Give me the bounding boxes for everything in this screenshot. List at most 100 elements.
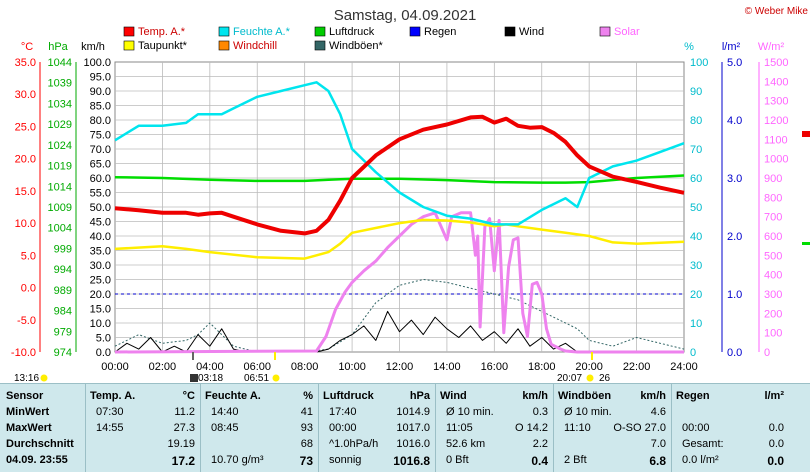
cell-label: 00:00 bbox=[682, 422, 710, 434]
cell-value: 17.2 bbox=[171, 454, 195, 468]
cell-label: ^1.0hPa/h bbox=[329, 438, 379, 450]
column-header: Wind bbox=[440, 390, 467, 402]
temp-tick-label: 0.0 bbox=[21, 283, 36, 295]
cell-value: 0.4 bbox=[531, 454, 548, 468]
temp-tick-label: -10.0 bbox=[11, 347, 36, 359]
legend-swatch bbox=[409, 26, 421, 37]
column-divider bbox=[85, 384, 86, 472]
solar-tick-label: 800 bbox=[764, 192, 782, 204]
cell-label: 14:55 bbox=[96, 422, 124, 434]
chart-title: Samstag, 04.09.2021 bbox=[334, 7, 477, 24]
rain-tick-label: 2.0 bbox=[727, 231, 742, 243]
cell-label: Gesamt: bbox=[682, 438, 724, 450]
wind-tick-label: 55.0 bbox=[90, 188, 111, 200]
row-label: Durchschnitt bbox=[6, 438, 74, 450]
humidity-tick-label: 20 bbox=[690, 289, 702, 301]
column-header: Luftdruck bbox=[323, 390, 374, 402]
pressure-tick-label: 1019 bbox=[48, 161, 72, 173]
axis-unit-label: hPa bbox=[48, 41, 68, 53]
temp-tick-label: 5.0 bbox=[21, 250, 36, 262]
cell-label: 08:45 bbox=[211, 422, 239, 434]
column-divider bbox=[200, 384, 201, 472]
solar-tick-label: 1500 bbox=[764, 57, 788, 69]
legend-swatch bbox=[123, 40, 135, 51]
wind-tick-label: 85.0 bbox=[90, 101, 111, 113]
pressure-tick-label: 974 bbox=[54, 347, 72, 359]
humidity-tick-label: 0 bbox=[690, 347, 696, 359]
x-tick-label: 10:00 bbox=[338, 361, 366, 373]
axis-unit-label: km/h bbox=[81, 41, 105, 53]
column-unit: km/h bbox=[522, 390, 548, 402]
cell-label: Ø 10 min. bbox=[564, 406, 612, 418]
cell-value: 7.0 bbox=[650, 438, 666, 450]
copyright-label: © Weber Mike bbox=[745, 6, 809, 17]
wind-tick-label: 80.0 bbox=[90, 115, 111, 127]
pressure-tick-label: 979 bbox=[54, 326, 72, 338]
cell-label: 52.6 km bbox=[446, 438, 486, 450]
column-divider bbox=[671, 384, 672, 472]
series-line bbox=[114, 279, 685, 353]
cell-label: 11:05 bbox=[446, 422, 473, 434]
wind-tick-label: 50.0 bbox=[90, 202, 111, 214]
wind-tick-label: 90.0 bbox=[90, 86, 111, 98]
cell-value: 27.3 bbox=[173, 422, 195, 434]
legend-label: Feuchte A.* bbox=[233, 26, 291, 38]
wind-tick-label: 70.0 bbox=[90, 144, 111, 156]
x-tick-label: 22:00 bbox=[623, 361, 651, 373]
wind-tick-label: 25.0 bbox=[90, 275, 111, 287]
pressure-tick-label: 1004 bbox=[48, 223, 72, 235]
x-tick-label: 20:00 bbox=[575, 361, 603, 373]
x-tick-label: 14:00 bbox=[433, 361, 461, 373]
sunset-label: 20:07 bbox=[557, 373, 582, 383]
wind-tick-label: 75.0 bbox=[90, 130, 111, 142]
legend-swatch bbox=[314, 26, 326, 37]
pressure-tick-label: 1024 bbox=[48, 140, 72, 152]
cell-value: 0.3 bbox=[532, 406, 548, 418]
solar-tick-label: 300 bbox=[764, 289, 782, 301]
wind-tick-label: 40.0 bbox=[90, 231, 111, 243]
solar-tick-label: 1000 bbox=[764, 154, 788, 166]
x-tick-label: 08:00 bbox=[291, 361, 319, 373]
cell-value: O-SO 27.0 bbox=[613, 422, 666, 434]
column-unit: °C bbox=[182, 390, 195, 402]
pressure-tick-label: 999 bbox=[54, 243, 72, 255]
series-line bbox=[114, 218, 685, 260]
pressure-tick-label: 1009 bbox=[48, 202, 72, 214]
column-header: Windböen bbox=[558, 390, 612, 402]
x-tick-label: 02:00 bbox=[149, 361, 177, 373]
column-header: Temp. A. bbox=[90, 390, 136, 402]
row-label: MaxWert bbox=[6, 422, 52, 434]
wind-tick-label: 100.0 bbox=[83, 57, 111, 69]
cell-value: 0.0 bbox=[767, 454, 784, 468]
wind-tick-label: 60.0 bbox=[90, 173, 111, 185]
column-header: Regen bbox=[676, 390, 710, 402]
axis-unit-label: °C bbox=[21, 41, 33, 53]
legend-label: Windchill bbox=[233, 40, 277, 52]
column-header: Sensor bbox=[6, 390, 44, 402]
cell-label: 07:30 bbox=[96, 406, 124, 418]
column-unit: km/h bbox=[640, 390, 666, 402]
solar-tick-label: 200 bbox=[764, 308, 782, 320]
wind-tick-label: 35.0 bbox=[90, 246, 111, 258]
cell-label: 00:00 bbox=[329, 422, 357, 434]
row-label: 04.09. 23:55 bbox=[6, 454, 68, 466]
series-line bbox=[114, 310, 684, 353]
cell-value: 1016.8 bbox=[393, 454, 430, 468]
cell-value: 2.2 bbox=[532, 438, 548, 450]
legend-swatch bbox=[504, 26, 516, 37]
rain-tick-label: 1.0 bbox=[727, 289, 742, 301]
pressure-tick-label: 989 bbox=[54, 285, 72, 297]
cell-value: 6.8 bbox=[649, 454, 666, 468]
humidity-tick-label: 100 bbox=[690, 57, 708, 69]
cell-value: 1017.0 bbox=[396, 422, 430, 434]
cell-value: 0.0 bbox=[768, 438, 784, 450]
x-tick-label: 18:00 bbox=[528, 361, 556, 373]
humidity-tick-label: 90 bbox=[690, 86, 702, 98]
cell-label: 11:10 bbox=[564, 422, 591, 434]
wind-tick-label: 0.0 bbox=[96, 347, 111, 359]
solar-tick-label: 1100 bbox=[764, 134, 788, 146]
axis-unit-label: % bbox=[684, 41, 694, 53]
rain-tick-label: 0.0 bbox=[727, 347, 742, 359]
cell-value: 11.2 bbox=[174, 406, 195, 418]
humidity-tick-label: 40 bbox=[690, 231, 702, 243]
